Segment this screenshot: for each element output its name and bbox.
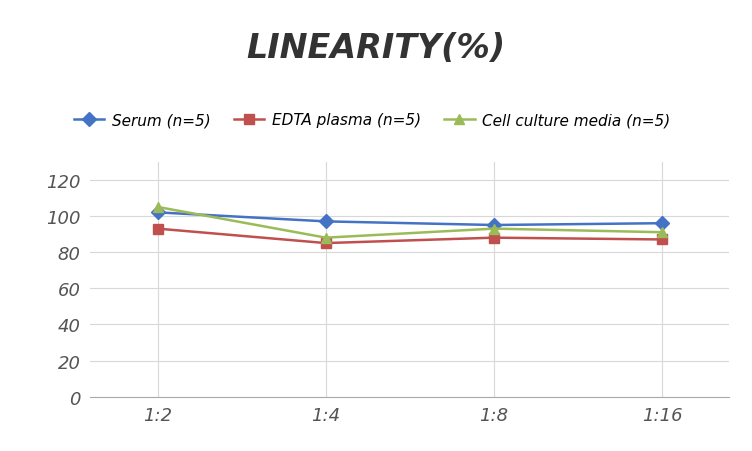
Cell culture media (n=5) — [321, 235, 330, 241]
EDTA plasma (n=5) — [490, 235, 499, 241]
Line: EDTA plasma (n=5): EDTA plasma (n=5) — [153, 224, 667, 249]
Legend: Serum (n=5), EDTA plasma (n=5), Cell culture media (n=5): Serum (n=5), EDTA plasma (n=5), Cell cul… — [68, 107, 677, 134]
Serum (n=5) — [658, 221, 667, 226]
EDTA plasma (n=5) — [658, 237, 667, 243]
Serum (n=5) — [153, 210, 162, 216]
Cell culture media (n=5) — [490, 226, 499, 232]
Cell culture media (n=5) — [658, 230, 667, 235]
Serum (n=5) — [321, 219, 330, 225]
Line: Cell culture media (n=5): Cell culture media (n=5) — [153, 202, 667, 243]
EDTA plasma (n=5) — [153, 226, 162, 232]
Line: Serum (n=5): Serum (n=5) — [153, 208, 667, 230]
EDTA plasma (n=5) — [321, 241, 330, 246]
Serum (n=5) — [490, 223, 499, 228]
Text: LINEARITY(%): LINEARITY(%) — [247, 32, 505, 64]
Cell culture media (n=5) — [153, 205, 162, 210]
